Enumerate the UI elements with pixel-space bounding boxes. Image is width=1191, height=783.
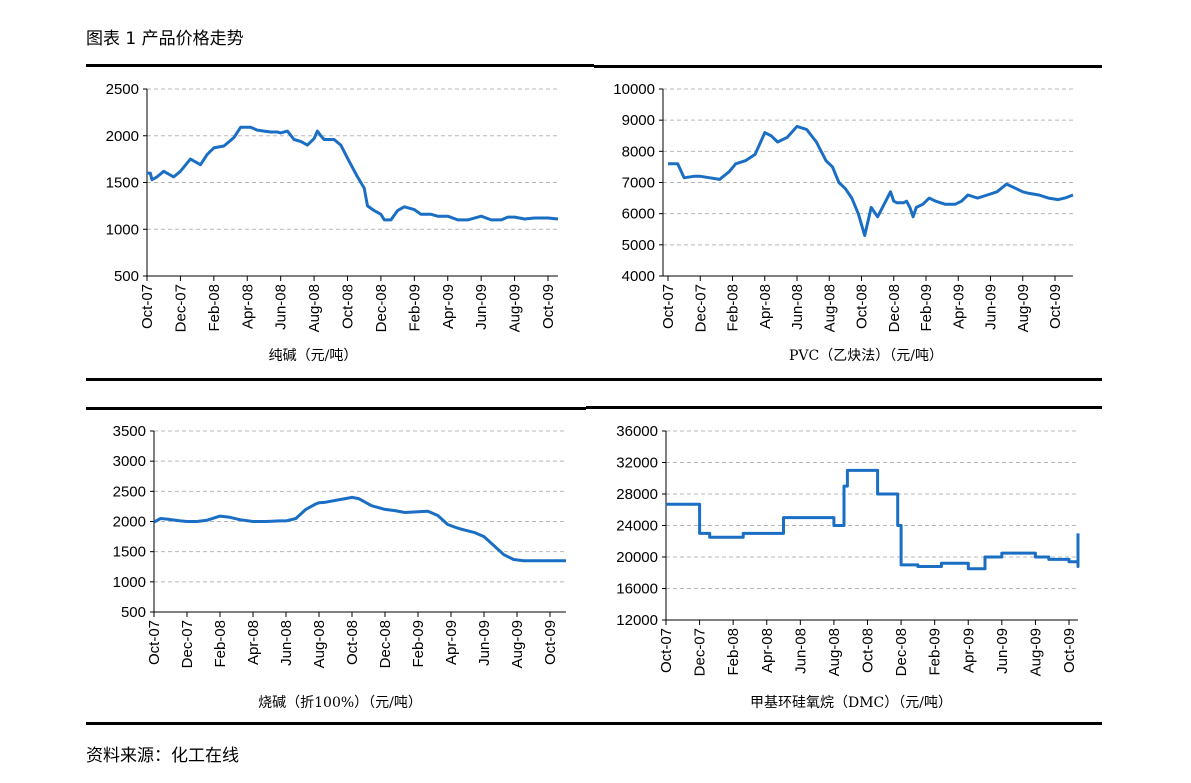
- y-tick-label: 1500: [106, 175, 139, 192]
- x-tick-label: Aug-08: [821, 284, 838, 332]
- chart-caption: 甲基环硅氧烷（DMC）（元/吨）: [750, 694, 952, 711]
- y-tick-label: 6000: [622, 206, 655, 223]
- x-tick-label: Apr-08: [757, 284, 774, 329]
- price-line: [153, 495, 566, 563]
- y-tick-label: 36000: [616, 423, 658, 440]
- y-tick-label: 3000: [113, 453, 146, 470]
- x-tick-label: Jun-09: [473, 284, 490, 330]
- x-tick-label: Aug-08: [306, 284, 323, 332]
- x-tick-label: Dec-08: [893, 628, 910, 676]
- x-tick-label: Oct-07: [146, 620, 163, 665]
- x-tick-label: Oct-08: [860, 628, 877, 673]
- x-tick-label: Aug-09: [507, 284, 524, 332]
- x-tick-label: Jun-08: [273, 284, 290, 330]
- x-tick-label: Feb-08: [206, 284, 223, 332]
- x-tick-label: Apr-08: [239, 284, 256, 329]
- chart-caption: 纯碱（元/吨）: [269, 348, 358, 364]
- y-tick-label: 10000: [613, 81, 655, 98]
- x-tick-label: Feb-08: [212, 620, 229, 668]
- x-tick-label: Oct-09: [1061, 628, 1078, 673]
- x-tick-label: Aug-08: [311, 620, 328, 668]
- x-tick-label: Feb-09: [410, 620, 427, 668]
- x-tick-label: Apr-08: [759, 628, 776, 673]
- y-tick-label: 20000: [616, 549, 658, 566]
- x-tick-label: Jun-08: [792, 628, 809, 674]
- y-tick-label: 16000: [616, 581, 658, 598]
- y-tick-label: 9000: [622, 112, 655, 129]
- x-tick-label: Apr-09: [440, 284, 457, 329]
- x-tick-label: Dec-08: [886, 284, 903, 332]
- source-note: 资料来源：化工在线: [86, 746, 239, 766]
- mid-rule-upper: [86, 378, 1102, 381]
- chart-caption: PVC（乙炔法）（元/吨）: [789, 348, 943, 364]
- price-line: [668, 124, 1074, 237]
- x-tick-label: Feb-08: [725, 284, 742, 332]
- x-tick-label: Dec-07: [179, 620, 196, 668]
- x-tick-label: Oct-09: [542, 620, 559, 665]
- x-tick-label: Feb-09: [918, 284, 935, 332]
- x-tick-label: Apr-09: [950, 284, 967, 329]
- x-tick-label: Feb-09: [927, 628, 944, 676]
- y-tick-label: 24000: [616, 518, 658, 535]
- y-tick-label: 7000: [622, 175, 655, 192]
- x-tick-label: Oct-09: [1047, 284, 1064, 329]
- x-tick-label: Dec-07: [172, 284, 189, 332]
- y-tick-label: 32000: [616, 455, 658, 472]
- x-tick-label: Jun-09: [476, 620, 493, 666]
- top-rule-right: [594, 65, 1102, 68]
- x-tick-label: Oct-07: [660, 284, 677, 329]
- y-tick-label: 500: [121, 604, 146, 621]
- y-tick-label: 8000: [622, 143, 655, 160]
- x-tick-label: Oct-07: [658, 628, 675, 673]
- y-tick-label: 2500: [106, 81, 139, 98]
- x-tick-label: Jun-09: [994, 628, 1011, 674]
- x-tick-label: Dec-07: [692, 284, 709, 332]
- x-tick-label: Oct-08: [854, 284, 871, 329]
- x-tick-label: Aug-08: [826, 628, 843, 676]
- mid-rule-lower-left: [86, 407, 586, 410]
- price-line: [147, 125, 559, 222]
- x-tick-label: Apr-09: [443, 620, 460, 665]
- x-tick-label: Feb-09: [406, 284, 423, 332]
- y-tick-label: 1000: [113, 574, 146, 591]
- top-rule-left: [86, 64, 594, 67]
- x-tick-label: Aug-09: [1015, 284, 1032, 332]
- x-tick-label: Jun-09: [983, 284, 1000, 330]
- chart-caption: 烧碱（折100%）（元/吨）: [258, 695, 422, 711]
- y-tick-label: 2500: [113, 483, 146, 500]
- y-tick-label: 2000: [113, 514, 146, 531]
- x-tick-label: Feb-08: [725, 628, 742, 676]
- x-tick-label: Apr-09: [960, 628, 977, 673]
- x-tick-label: Dec-08: [373, 284, 390, 332]
- y-tick-label: 1000: [106, 221, 139, 238]
- y-tick-label: 12000: [616, 612, 658, 629]
- price-line: [666, 468, 1080, 571]
- x-tick-label: Oct-08: [344, 620, 361, 665]
- x-tick-label: Oct-09: [540, 284, 557, 329]
- x-tick-label: Aug-09: [509, 620, 526, 668]
- x-tick-label: Aug-09: [1027, 628, 1044, 676]
- bottom-rule: [86, 722, 1102, 725]
- x-tick-label: Oct-07: [139, 284, 156, 329]
- y-tick-label: 2000: [106, 128, 139, 145]
- x-tick-label: Jun-08: [278, 620, 295, 666]
- y-tick-label: 500: [114, 268, 139, 285]
- y-tick-label: 4000: [622, 268, 655, 285]
- y-tick-label: 1500: [113, 544, 146, 561]
- x-tick-label: Dec-08: [377, 620, 394, 668]
- y-tick-label: 5000: [622, 237, 655, 254]
- x-tick-label: Jun-08: [789, 284, 806, 330]
- y-tick-label: 28000: [616, 486, 658, 503]
- x-tick-label: Apr-08: [245, 620, 262, 665]
- x-tick-label: Dec-07: [692, 628, 709, 676]
- y-tick-label: 3500: [113, 423, 146, 440]
- figure-title: 图表 1 产品价格走势: [86, 29, 244, 49]
- x-tick-label: Oct-08: [340, 284, 357, 329]
- mid-rule-lower-right: [586, 406, 1102, 409]
